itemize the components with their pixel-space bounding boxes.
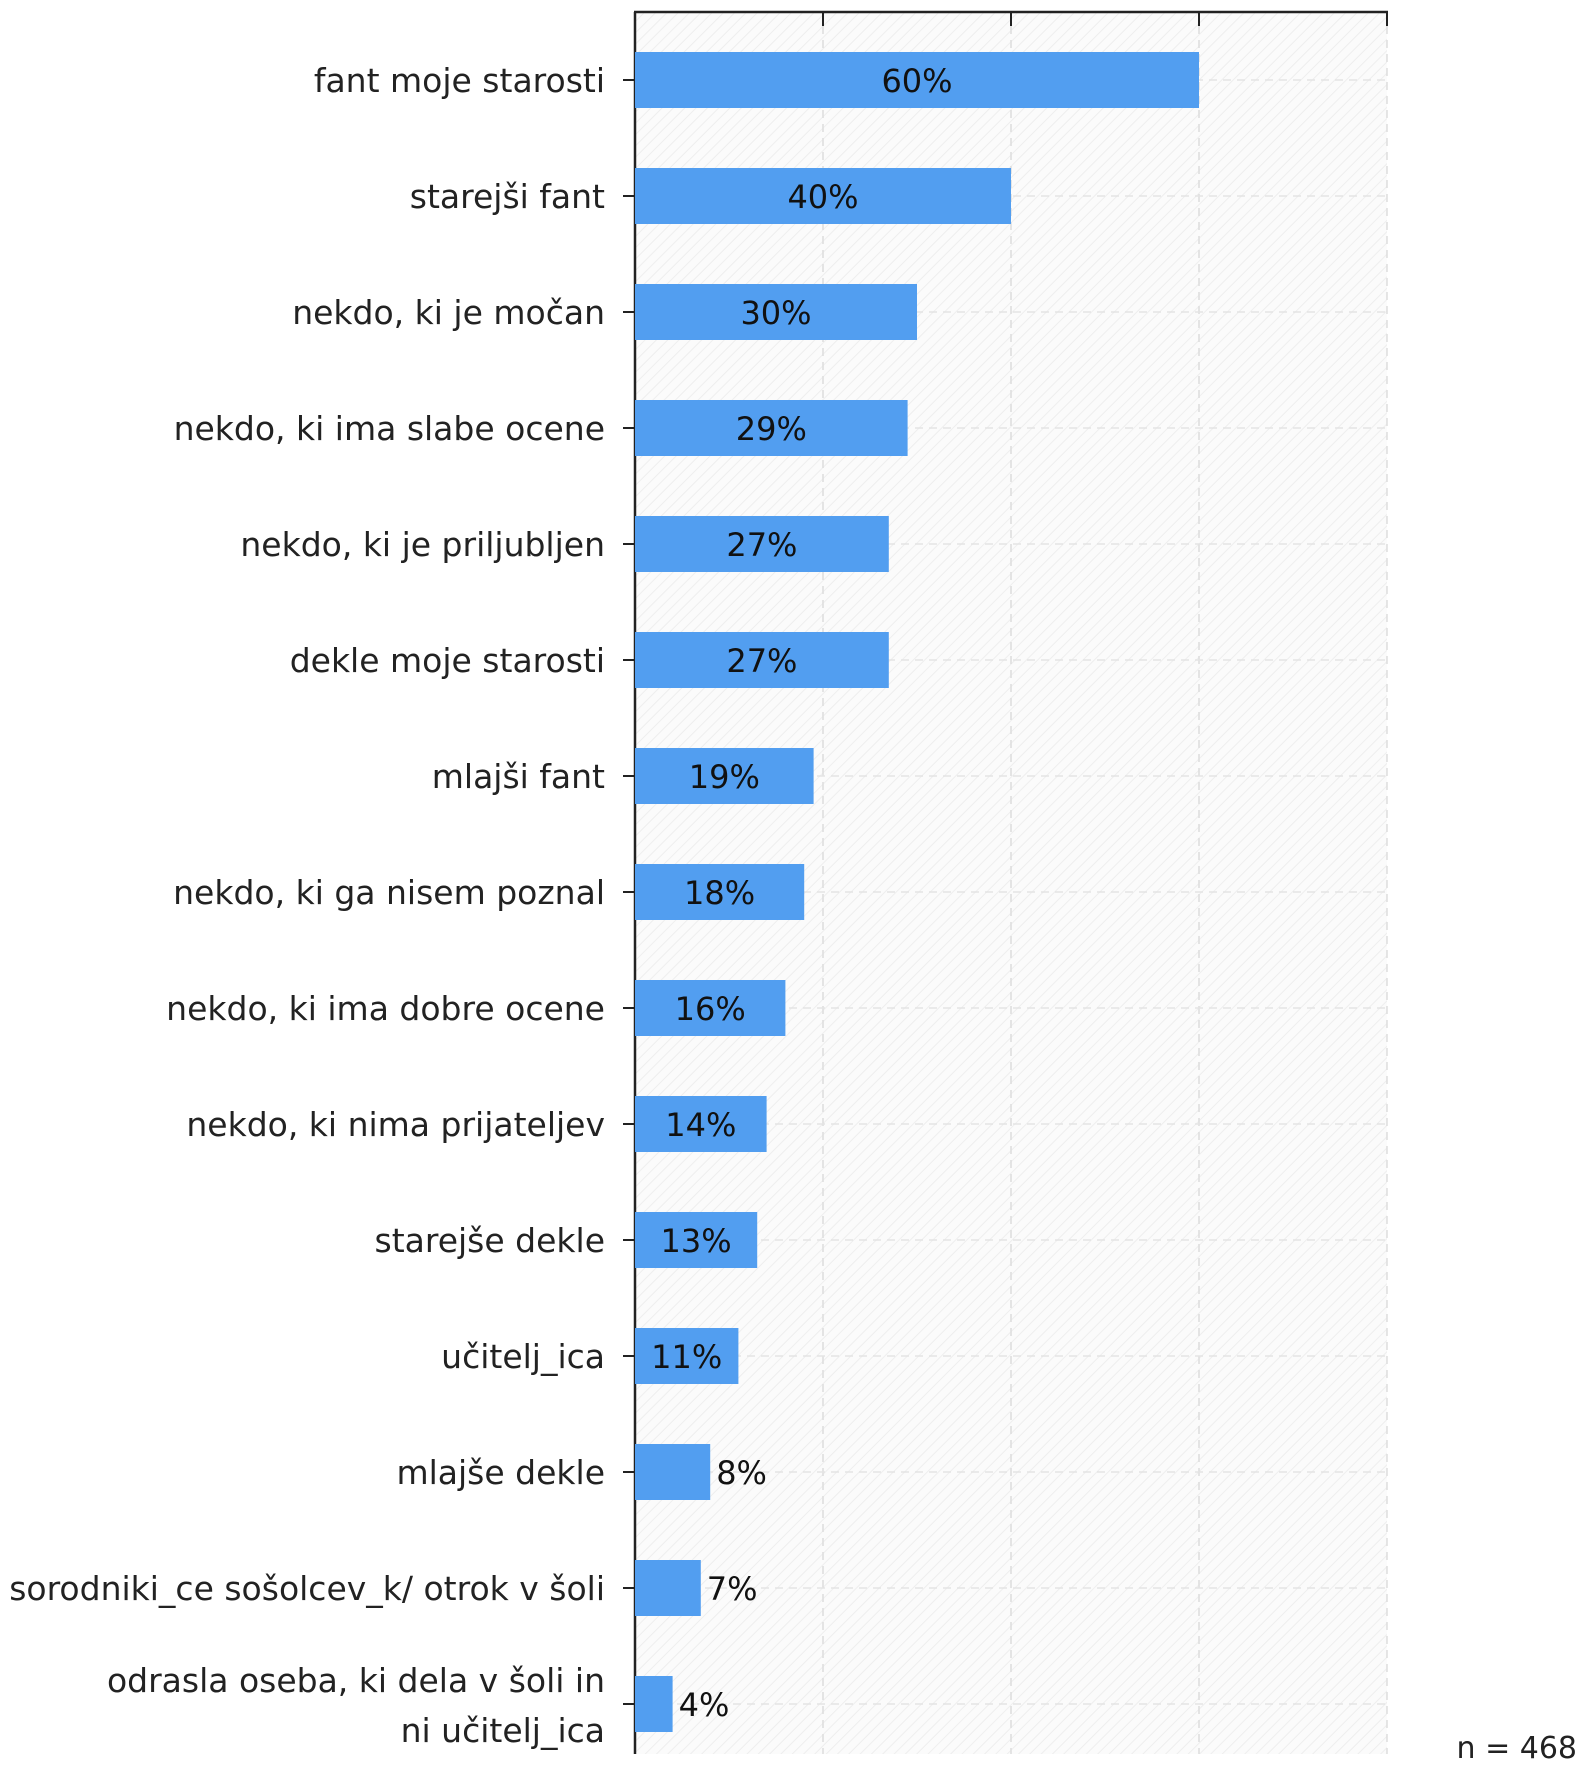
- value-label: 27%: [726, 526, 797, 564]
- value-label: 4%: [679, 1686, 730, 1724]
- category-label: nekdo, ki nima prijateljev: [186, 1105, 605, 1144]
- value-label: 27%: [726, 642, 797, 680]
- value-label: 30%: [740, 294, 811, 332]
- bar: [635, 632, 889, 688]
- bar: [635, 748, 814, 804]
- value-label: 40%: [787, 178, 858, 216]
- category-labels: fant moje starosti starejši fant nekdo, ki…: [9, 61, 605, 1750]
- category-label: fant moje starosti: [314, 61, 605, 100]
- value-label: 60%: [881, 62, 952, 100]
- value-label: 29%: [736, 410, 807, 448]
- bar: [635, 980, 786, 1036]
- category-label: nekdo, ki ga nisem poznal: [173, 873, 605, 912]
- bar: [635, 1328, 739, 1384]
- bar: [635, 52, 1199, 108]
- value-label: 18%: [684, 874, 755, 912]
- bar: [635, 1096, 767, 1152]
- category-label: nekdo, ki ima dobre ocene: [166, 989, 605, 1028]
- category-label: odrasla oseba, ki dela v šoli in ni učite…: [107, 1661, 605, 1750]
- bar: [635, 516, 889, 572]
- category-label: dekle moje starosti: [290, 641, 605, 680]
- category-label: starejši fant: [410, 177, 605, 216]
- bar: [635, 864, 805, 920]
- value-label: 14%: [665, 1106, 736, 1144]
- value-label: 13%: [661, 1222, 732, 1260]
- value-label: 19%: [689, 758, 760, 796]
- bar: [635, 1444, 711, 1500]
- bar: [635, 284, 917, 340]
- bar: [635, 400, 908, 456]
- category-label: mlajši fant: [432, 757, 605, 796]
- bars: [635, 52, 1199, 1732]
- category-label: učitelj_ica: [441, 1337, 605, 1376]
- category-label: sorodniki_ce sošolcev_k/ otrok v šoli: [9, 1569, 605, 1608]
- value-label: 11%: [651, 1338, 722, 1376]
- category-label: nekdo, ki ima slabe ocene: [174, 409, 605, 448]
- bar: [635, 1212, 758, 1268]
- category-label: nekdo, ki je priljubljen: [240, 525, 605, 564]
- value-labels: 60% 40% 30% 29% 27% 27% 19% 18% 16% 14% 13% 11% 8% 7%…: [651, 62, 952, 1724]
- category-label: mlajše dekle: [396, 1453, 605, 1492]
- value-label: 7%: [707, 1570, 758, 1608]
- bar: [635, 1676, 673, 1732]
- value-label: 8%: [716, 1454, 767, 1492]
- value-label: 16%: [675, 990, 746, 1028]
- bar: [635, 1560, 701, 1616]
- category-label: nekdo, ki je močan: [292, 293, 605, 332]
- gridlines: [635, 12, 1388, 1754]
- sample-size-note: n = 468: [1456, 1731, 1577, 1766]
- bar: [635, 168, 1011, 224]
- category-label: starejše dekle: [375, 1221, 605, 1260]
